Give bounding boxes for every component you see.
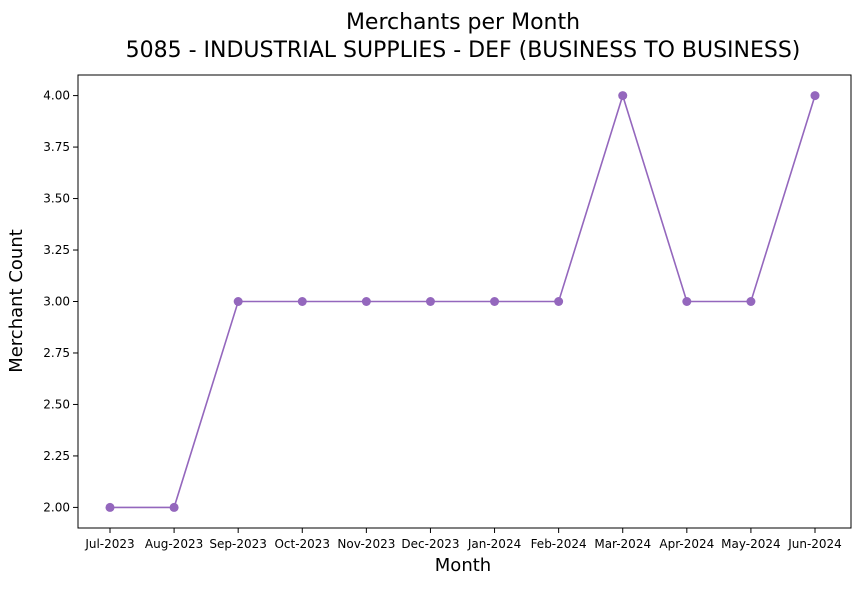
- data-point: [810, 91, 820, 101]
- x-axis: Jul-2023 Aug-2023 Sep-2023 Oct-2023 Nov-2023…: [84, 528, 842, 551]
- y-axis-label: Merchant Count: [6, 229, 27, 373]
- y-tick-label: 2.25: [43, 449, 70, 463]
- x-tick-label: Jan-2024: [467, 537, 521, 551]
- y-tick-label: 2.00: [43, 500, 70, 514]
- data-point: [746, 297, 756, 306]
- data-point: [425, 297, 435, 306]
- chart-title: Merchants per Month: [346, 10, 580, 35]
- series-line: [110, 92, 816, 509]
- y-tick-label: 2.50: [43, 397, 70, 411]
- data-point: [105, 502, 115, 512]
- data-point: [361, 297, 371, 306]
- x-tick-label: Jul-2023: [84, 537, 134, 551]
- y-axis: 2.00 2.25 2.50 2.75 3.00 3.25 3.50 3.75 4.00: [43, 89, 78, 514]
- data-point: [554, 297, 564, 306]
- y-tick-label: 3.25: [43, 243, 70, 257]
- data-point: [233, 297, 243, 306]
- data-point: [618, 91, 628, 101]
- x-axis-label: Month: [435, 555, 491, 576]
- x-tick-label: Aug-2023: [145, 537, 203, 551]
- x-tick-label: Jun-2024: [787, 537, 842, 551]
- y-tick-label: 3.00: [43, 295, 70, 309]
- x-tick-label: May-2024: [721, 537, 780, 551]
- x-tick-label: Mar-2024: [594, 537, 651, 551]
- data-point: [682, 297, 692, 306]
- x-tick-label: Sep-2023: [209, 537, 267, 551]
- y-tick-label: 3.75: [43, 140, 70, 154]
- x-tick-label: Feb-2024: [531, 537, 587, 551]
- y-tick-label: 2.75: [43, 346, 70, 360]
- series-markers: [105, 91, 820, 512]
- chart-subtitle: 5085 - INDUSTRIAL SUPPLIES - DEF (BUSINE…: [126, 38, 801, 63]
- x-tick-label: Nov-2023: [337, 537, 395, 551]
- y-tick-label: 4.00: [43, 89, 70, 103]
- x-tick-label: Apr-2024: [659, 537, 714, 551]
- x-tick-label: Oct-2023: [274, 537, 330, 551]
- data-point: [490, 297, 500, 306]
- data-point: [169, 502, 179, 512]
- data-point: [297, 297, 307, 306]
- x-tick-label: Dec-2023: [401, 537, 459, 551]
- y-tick-label: 3.50: [43, 192, 70, 206]
